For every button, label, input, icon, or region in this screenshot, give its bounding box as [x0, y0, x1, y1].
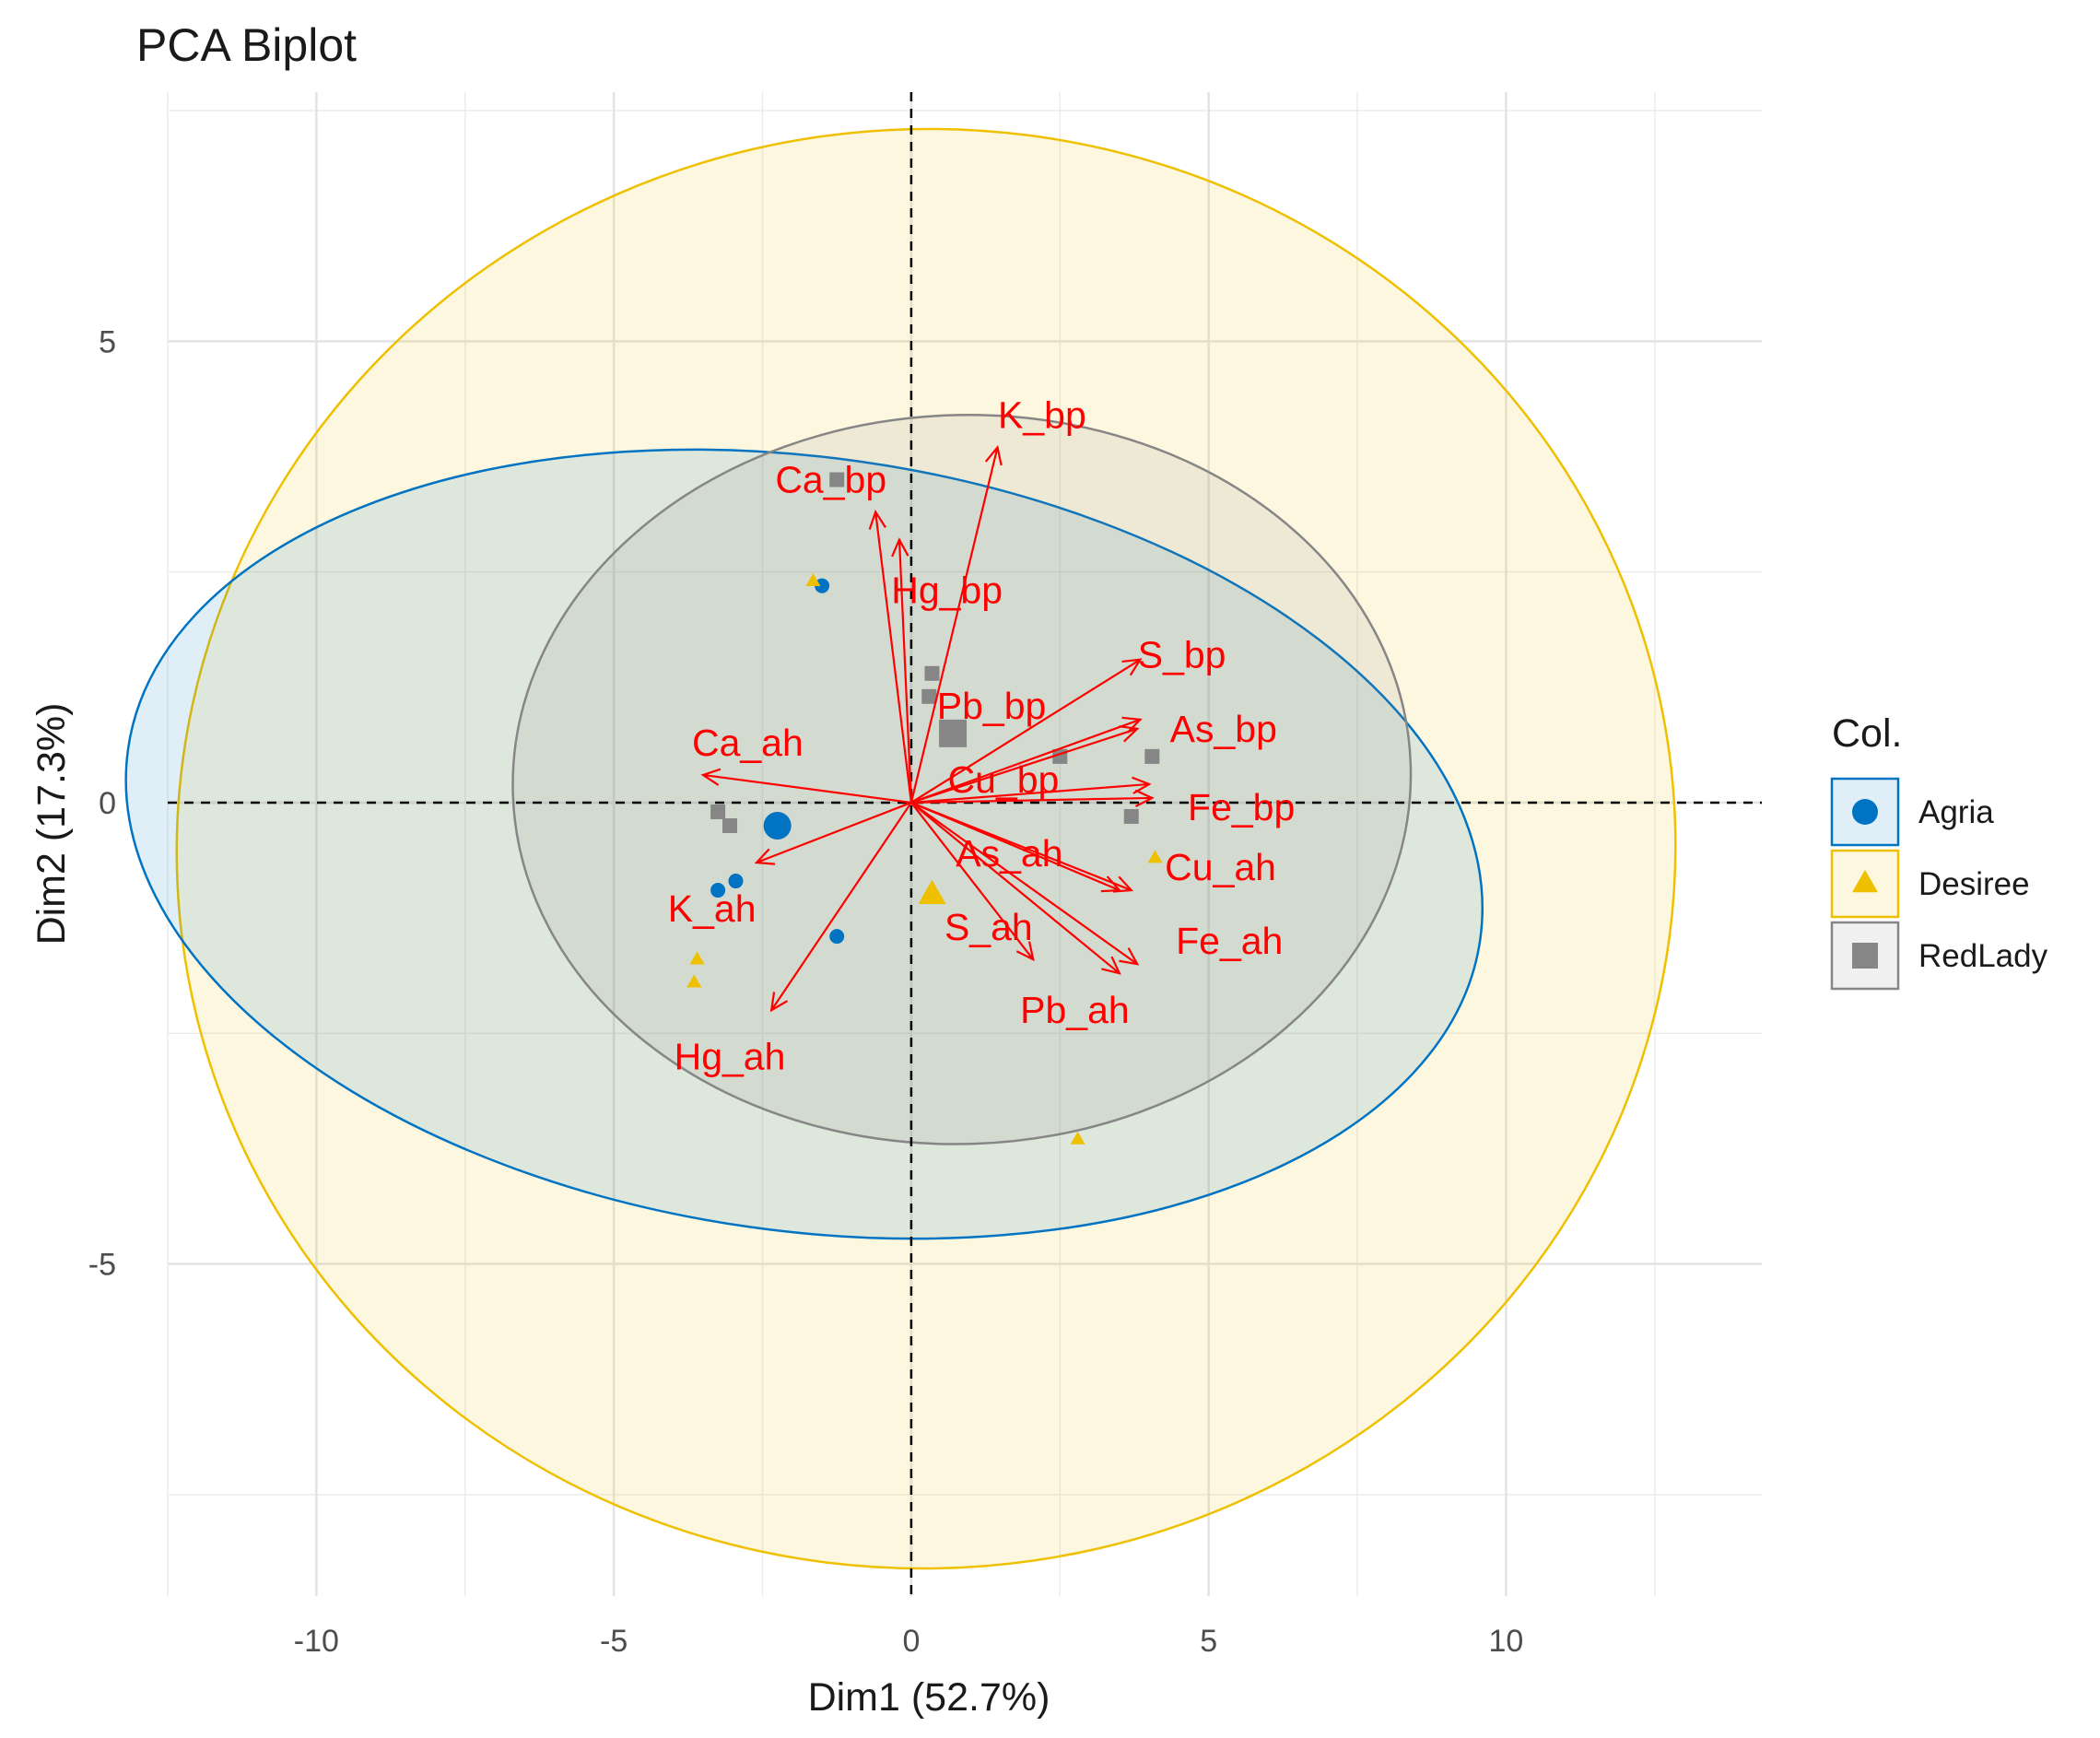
arrow-label-fe-bp: Fe_bp — [1188, 786, 1295, 828]
arrow-fe-ah — [910, 802, 1138, 966]
axis-ticks: -10 -5 0 5 10 -5 0 5 — [88, 324, 1524, 1659]
arrowhead-ca-bp — [868, 510, 886, 530]
arrow-label-cu-bp: Cu_bp — [948, 758, 1060, 801]
point-agria — [710, 883, 726, 898]
x-tick-label: -5 — [600, 1624, 628, 1659]
arrow-pb-ah — [910, 802, 1120, 975]
arrowhead-ca-ah — [700, 768, 722, 786]
arrow-label-s-ah: S_ah — [944, 906, 1033, 948]
arrow-label-as-bp: As_bp — [1170, 708, 1277, 750]
arrowhead-fe-ah — [1119, 947, 1140, 966]
arrowhead-s-ah — [1015, 941, 1035, 962]
arrowhead-cu-ah — [1112, 875, 1134, 893]
x-tick-label: 5 — [1200, 1624, 1217, 1659]
arrow-as-bp — [910, 727, 1138, 804]
legend-marker-agria — [1852, 799, 1878, 825]
arrowhead-s-bp — [1121, 658, 1143, 676]
point-redlady — [710, 804, 726, 819]
x-axis-label: Dim1 (52.7%) — [808, 1675, 1050, 1720]
arrow-label-cu-ah: Cu_ah — [1165, 846, 1276, 888]
arrow-label-pb-ah: Pb_ah — [1020, 989, 1130, 1031]
y-tick-label: 5 — [99, 324, 116, 359]
point-redlady — [921, 688, 937, 704]
arrow-pb-bp — [910, 718, 1141, 804]
arrowhead-as-bp — [1119, 725, 1140, 743]
y-tick-label: 0 — [99, 786, 116, 821]
arrowhead-pb-ah — [1101, 956, 1121, 975]
arrowhead-k-bp — [984, 445, 1003, 466]
point-redlady — [1144, 748, 1160, 764]
arrow-label-ca-ah: Ca_ah — [692, 722, 804, 764]
arrow-label-hg-bp: Hg_bp — [891, 570, 1003, 612]
ellipse-desiree — [175, 127, 1677, 1570]
arrow-ca-ah — [702, 773, 912, 804]
centroid-desiree — [918, 879, 946, 905]
reference-lines — [168, 92, 1762, 1596]
point-desiree — [1070, 1131, 1085, 1145]
arrow-s-ah — [910, 802, 1035, 960]
arrow-cu-bp — [910, 782, 1150, 804]
point-agria — [728, 874, 744, 889]
arrow-label-k-ah: K_ah — [668, 887, 757, 930]
point-redlady — [924, 665, 940, 681]
legend-marker-redlady — [1852, 943, 1878, 969]
y-tick-label: -5 — [88, 1248, 116, 1283]
point-redlady — [722, 817, 738, 833]
confidence-ellipses — [124, 127, 1677, 1570]
arrow-cu-ah — [910, 801, 1132, 892]
y-axis-label: Dim2 (17.3%) — [29, 703, 74, 945]
legend-marker-desiree — [1852, 869, 1878, 893]
point-desiree — [805, 572, 821, 586]
arrow-label-fe-ah: Fe_ah — [1176, 920, 1283, 962]
point-desiree — [689, 951, 705, 965]
x-tick-label: 0 — [902, 1624, 920, 1659]
centroid-redlady — [939, 719, 968, 747]
arrow-label-ca-bp: Ca_bp — [775, 459, 886, 501]
legend-label-desiree: Desiree — [1918, 866, 2030, 902]
arrowhead-fe-bp — [1134, 789, 1155, 807]
arrow-s-bp — [910, 658, 1142, 804]
arrowhead-hg-bp — [891, 537, 909, 558]
legend-label-agria: Agria — [1918, 794, 1994, 830]
legend-title: Col. — [1832, 711, 1902, 756]
arrowhead-hg-ah — [769, 992, 789, 1013]
arrowhead-cu-bp — [1132, 776, 1152, 794]
point-redlady — [829, 472, 845, 487]
arrow-ca-bp — [874, 511, 912, 804]
ellipse-redlady — [511, 414, 1413, 1145]
arrow-label-pb-bp: Pb_bp — [937, 685, 1047, 727]
point-agria — [829, 929, 845, 945]
point-redlady — [1123, 808, 1139, 824]
legend: Col. Agria Desiree RedLady — [1830, 711, 2048, 991]
arrowhead-k-ah — [754, 848, 776, 865]
arrow-k-bp — [909, 447, 999, 804]
x-tick-label: 10 — [1489, 1624, 1524, 1659]
arrow-label-hg-ah: Hg_ah — [675, 1035, 786, 1077]
arrow-fe-bp — [910, 796, 1153, 804]
arrow-k-ah — [756, 801, 912, 864]
centroid-agria — [763, 811, 792, 840]
legend-label-redlady: RedLady — [1918, 938, 2048, 974]
variable-arrows: K_bp Ca_bp Hg_bp S_bp Pb_bp As_bp Cu_bp Fe_bp Ca… — [668, 393, 1296, 1077]
observation-points — [686, 472, 1163, 1145]
arrow-hg-ah — [770, 802, 912, 1011]
arrow-label-s-bp: S_bp — [1138, 634, 1226, 676]
x-tick-label: -10 — [294, 1624, 339, 1659]
point-desiree — [1147, 850, 1163, 863]
arrow-label-k-bp: K_bp — [998, 393, 1086, 436]
point-desiree — [686, 974, 702, 988]
arrow-hg-bp — [897, 539, 913, 803]
chart-title: PCA Biplot — [136, 19, 357, 71]
point-agria — [815, 578, 830, 593]
